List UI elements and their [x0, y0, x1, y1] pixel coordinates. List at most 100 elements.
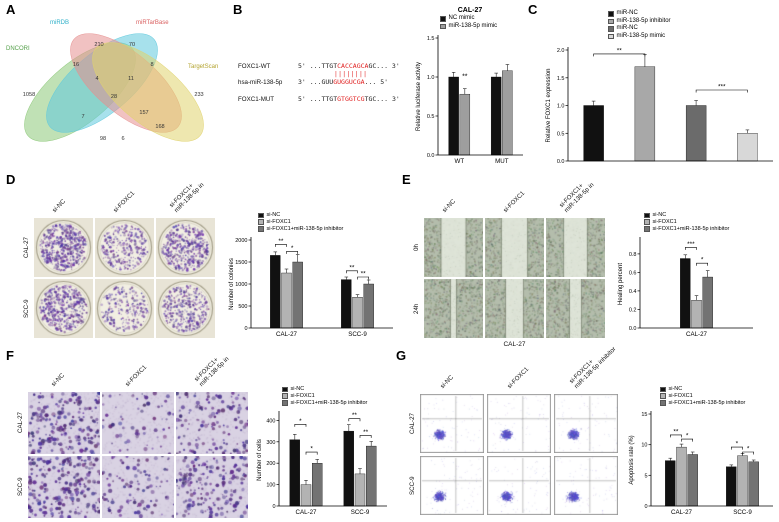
colony-plate-image [34, 218, 93, 277]
transwell-image [102, 456, 174, 518]
legend-swatch [440, 16, 446, 22]
legend-item: si-NC [660, 386, 776, 393]
svg-text:*: * [310, 446, 313, 453]
svg-text:Number of cells: Number of cells [257, 440, 263, 482]
svg-text:Relative luciferase activity: Relative luciferase activity [416, 62, 422, 131]
row-label: 0h [411, 218, 422, 277]
svg-text:0: 0 [244, 326, 247, 332]
legend-swatch [282, 393, 288, 399]
svg-text:Relative FOXC1 expression: Relative FOXC1 expression [546, 68, 552, 142]
transwell-image [28, 456, 100, 518]
sequence-text: 5' ...TTGTCACCAGCAGC... 3' [298, 62, 400, 71]
flow-cytometry-plot [554, 456, 618, 515]
bar-chart-svg: 0.0 0.5 1.0 1.5 Relative luciferase activity… [414, 30, 526, 168]
chart-b-legend: NC mimic miR-138-5p mimic [440, 15, 526, 30]
legend-swatch [644, 226, 650, 232]
panel-f-chart: si-NC si-FOXC1 si-FOXC1+miR-138-5p inhibit… [254, 386, 390, 518]
chart-f-legend: si-NC si-FOXC1 si-FOXC1+miR-138-5p inhibit… [282, 386, 390, 406]
panel-e-chart: si-NC si-FOXC1 si-FOXC1+miR-138-5p inhibit… [616, 212, 756, 340]
row-label: SCC-9 [407, 456, 418, 515]
column-label: si-FOXC1 [124, 364, 148, 388]
svg-text:500: 500 [238, 304, 247, 310]
svg-text:DNCORI: DNCORI [6, 46, 30, 52]
svg-text:2000: 2000 [235, 238, 247, 244]
svg-text:SCC-9: SCC-9 [348, 331, 367, 338]
row-label: CAL-27 [21, 218, 32, 277]
svg-text:0.8: 0.8 [629, 252, 637, 258]
flow-cytometry-plot [420, 394, 484, 453]
colony-plate-image [156, 218, 215, 277]
legend-item: si-FOXC1+miR-138-5p inhibitor [282, 400, 390, 407]
svg-text:1.0: 1.0 [557, 104, 565, 110]
svg-text:6: 6 [121, 136, 124, 142]
legend-item: miR-138-5p mimic [440, 23, 526, 31]
svg-text:**: ** [278, 238, 284, 245]
svg-text:0: 0 [644, 504, 647, 510]
svg-text:233: 233 [194, 92, 203, 98]
legend-item: si-FOXC1 [258, 219, 396, 226]
legend-item: miR-138-5p mimic [608, 33, 776, 41]
bar-chart-svg: 051015Apoptosis rate (%)CAL-27 SCC-9***** [628, 406, 776, 518]
transwell-image [176, 456, 248, 518]
svg-text:210: 210 [94, 42, 103, 48]
svg-text:*: * [736, 441, 739, 448]
chart-d-legend: si-NC si-FOXC1 si-FOXC1+miR-138-5p inhibit… [258, 212, 396, 232]
wound-healing-image [485, 279, 544, 338]
svg-text:1.5: 1.5 [557, 76, 565, 82]
sequence-name: hsa-miR-138-5p [238, 78, 298, 87]
transwell-image [176, 392, 248, 454]
colonies-chart: 0 500 1000 1500 2000 Number of colonies CAL-27… [224, 232, 396, 340]
bar-chart-svg: 0 500 1000 1500 2000 Number of colonies CAL-27… [224, 232, 396, 340]
svg-text:miRDB: miRDB [50, 20, 69, 26]
svg-text:28: 28 [111, 94, 117, 100]
legend-swatch [660, 393, 666, 399]
panel-c-chart: miR-NC miR-138-5p inhibitor miR-NC miR-138-… [544, 10, 776, 166]
panel-d-chart: si-NC si-FOXC1 si-FOXC1+miR-138-5p inhibit… [224, 212, 396, 340]
svg-text:**: ** [361, 271, 367, 278]
svg-text:**: ** [349, 265, 355, 272]
apoptosis-rate-chart: 0 5 10 15 Apoptosis rate (%) CAL-27 SCC-9 ** * * * [628, 406, 776, 518]
svg-text:**: ** [673, 429, 679, 436]
column-label: si-FOXC1+ miR-138-5p in [169, 177, 206, 214]
column-label: si-FOXC1 [506, 366, 530, 390]
figure-root: A DNCORI miRDB miRTarBase TargetScan 210 70 16… [0, 0, 779, 522]
row-label: SCC-9 [21, 279, 32, 338]
sequence-text: 3' ...GUUGUGGUCGA... 5' [298, 78, 388, 87]
svg-text:300: 300 [266, 440, 275, 446]
svg-text:0: 0 [272, 504, 275, 510]
legend-swatch [258, 226, 264, 232]
legend-swatch [608, 34, 614, 40]
panel-e-label: E [402, 172, 411, 187]
panel-g-chart: si-NC si-FOXC1 si-FOXC1+miR-138-5p inhibit… [628, 386, 776, 518]
svg-text:0.0: 0.0 [629, 326, 637, 332]
svg-text:0.4: 0.4 [629, 289, 637, 295]
svg-text:5: 5 [644, 474, 647, 480]
legend-item: si-FOXC1 [660, 393, 776, 400]
wound-healing-image [485, 218, 544, 277]
transwell-image [102, 392, 174, 454]
panel-d-label: D [6, 172, 15, 187]
sequence-name: FOXC1-WT [238, 62, 298, 71]
svg-text:TargetScan: TargetScan [188, 64, 218, 70]
legend-item: si-FOXC1+miR-138-5p inhibitor [660, 400, 776, 407]
colony-plate-image [34, 279, 93, 338]
panel-g-label: G [396, 348, 406, 363]
row-label: CAL-27 [407, 394, 418, 453]
legend-swatch [608, 26, 614, 32]
panel-b-label: B [233, 2, 242, 17]
column-label: si-NC [441, 198, 457, 214]
colony-plate-image [95, 218, 154, 277]
row-label: CAL-27 [15, 392, 26, 454]
svg-text:2.0: 2.0 [557, 48, 565, 54]
flow-cytometry-plot [554, 394, 618, 453]
sequence-row: FOXC1-MUT 5' ...TTGTGTGGTCGTGC... 3' [238, 95, 420, 104]
svg-text:SCC-9: SCC-9 [351, 509, 370, 516]
svg-text:**: ** [462, 74, 468, 81]
svg-text:98: 98 [100, 136, 106, 142]
svg-text:1.0: 1.0 [427, 75, 435, 81]
svg-text:0.2: 0.2 [629, 308, 637, 314]
svg-text:15: 15 [641, 412, 647, 418]
chart-g-legend: si-NC si-FOXC1 si-FOXC1+miR-138-5p inhibit… [660, 386, 776, 406]
panel-f-label: F [6, 348, 14, 363]
svg-text:CAL-27: CAL-27 [671, 509, 693, 516]
